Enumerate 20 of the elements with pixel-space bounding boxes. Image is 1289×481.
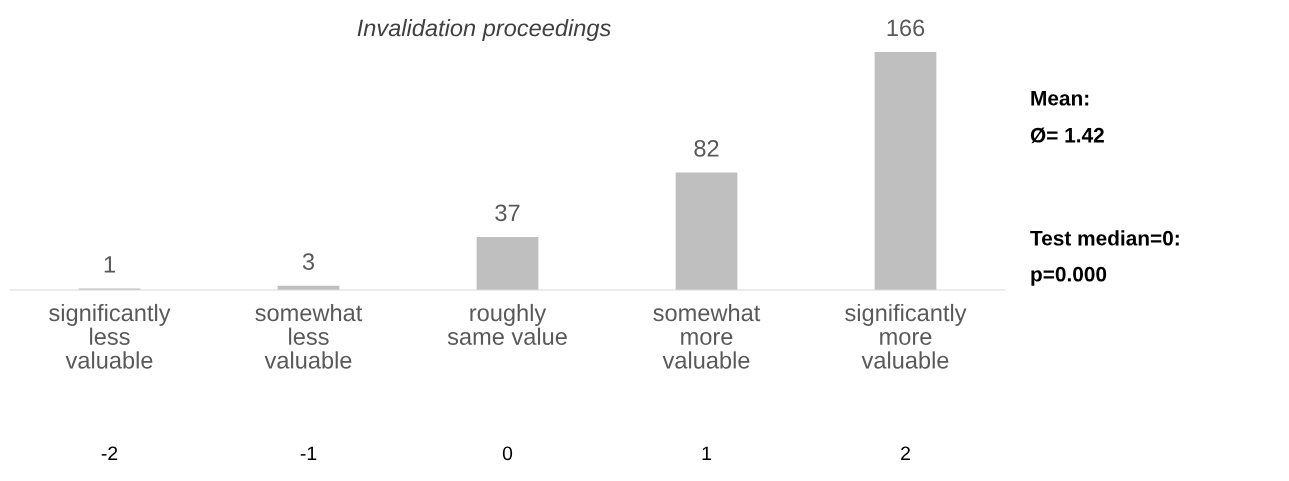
text: 1 bbox=[702, 446, 711, 461]
text: Mean: bbox=[1031, 91, 1089, 106]
x-tick-label: somewhat more valuable bbox=[653, 303, 761, 369]
data-label: 82 bbox=[694, 139, 719, 157]
text: Test median=0: bbox=[1030, 230, 1179, 246]
text: 0 bbox=[502, 446, 513, 461]
text: Ø= 1.42 bbox=[1030, 127, 1104, 144]
data-label: 1 bbox=[104, 256, 115, 273]
x-tick-label: significantly more valuable bbox=[845, 303, 967, 369]
x-tick-label: significantly less valuable bbox=[49, 303, 171, 369]
data-label: 37 bbox=[495, 204, 520, 222]
text: -1 bbox=[300, 446, 317, 461]
data-label: 3 bbox=[302, 253, 315, 270]
x-tick-label: somewhat less valuable bbox=[255, 303, 363, 369]
text: p=0.000 bbox=[1031, 266, 1107, 286]
chart-title: Invalidation proceedings bbox=[357, 19, 611, 41]
text: 2 bbox=[901, 446, 910, 461]
x-tick-label: roughly same value bbox=[447, 303, 567, 345]
data-label: 166 bbox=[887, 19, 925, 37]
text: -2 bbox=[101, 446, 118, 461]
